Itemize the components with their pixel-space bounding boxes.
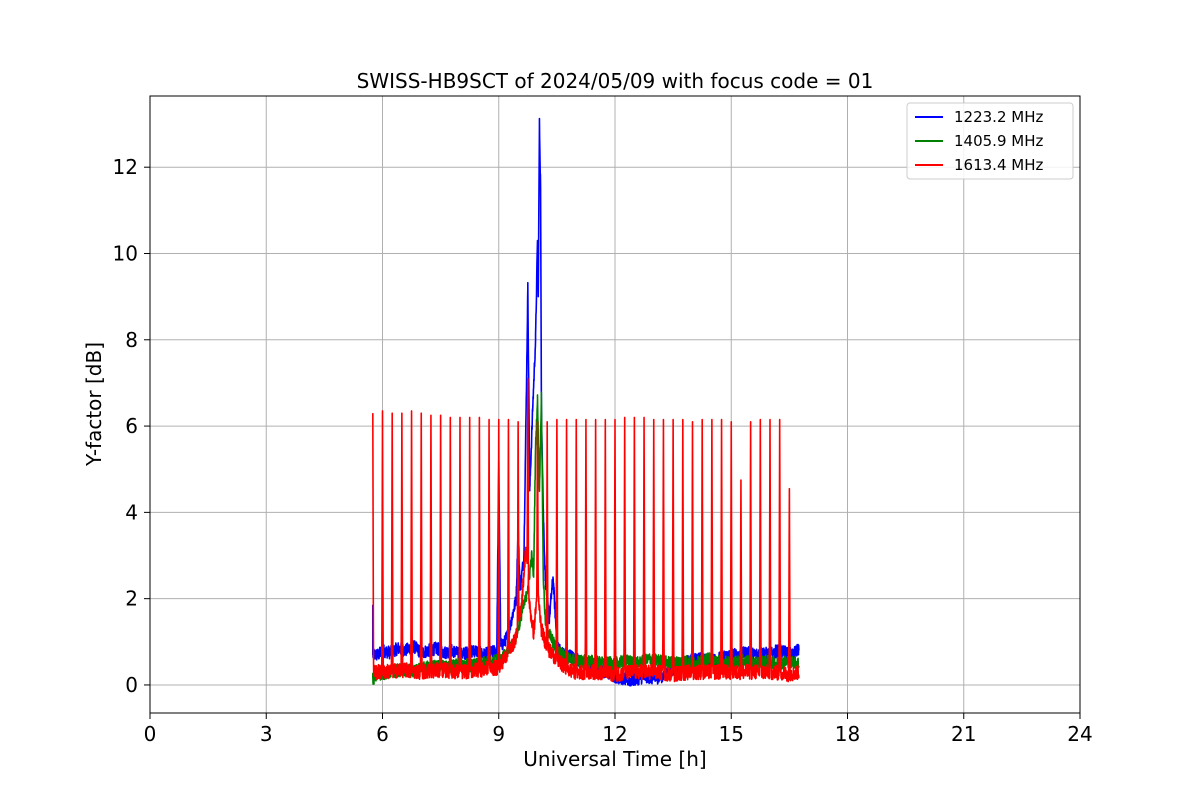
x-tick-label: 3 [260,722,273,746]
legend-box [906,102,1074,180]
x-tick-label: 18 [835,722,860,746]
y-axis-label: Y-factor [dB] [82,342,106,467]
x-axis-label: Universal Time [h] [523,747,706,771]
x-tick-label: 21 [951,722,976,746]
series-layer [372,117,800,687]
legend-label: 1613.4 MHz [954,156,1043,174]
x-tick-label: 12 [602,722,627,746]
x-tick-label: 9 [492,722,505,746]
legend-label: 1223.2 MHz [954,108,1043,126]
y-tick-label: 0 [125,673,138,697]
y-tick-label: 4 [125,500,138,524]
x-tick-label: 0 [144,722,157,746]
x-axis-ticks: 0 3 6 9 12 15 18 21 24 [144,713,1093,746]
x-tick-label: 15 [719,722,744,746]
y-tick-label: 2 [125,587,138,611]
chart-title: SWISS-HB9SCT of 2024/05/09 with focus co… [357,69,874,93]
x-tick-label: 24 [1067,722,1092,746]
legend-label: 1405.9 MHz [954,132,1043,150]
series-line-3 [372,377,800,683]
y-tick-label: 8 [125,328,138,352]
x-tick-label: 6 [376,722,389,746]
y-tick-label: 6 [125,414,138,438]
y-axis-ticks: 0 2 4 6 8 10 12 [113,155,150,697]
legend: 1223.2 MHz 1405.9 MHz 1613.4 MHz [906,102,1074,180]
y-tick-label: 12 [113,155,138,179]
y-tick-label: 10 [113,241,138,265]
